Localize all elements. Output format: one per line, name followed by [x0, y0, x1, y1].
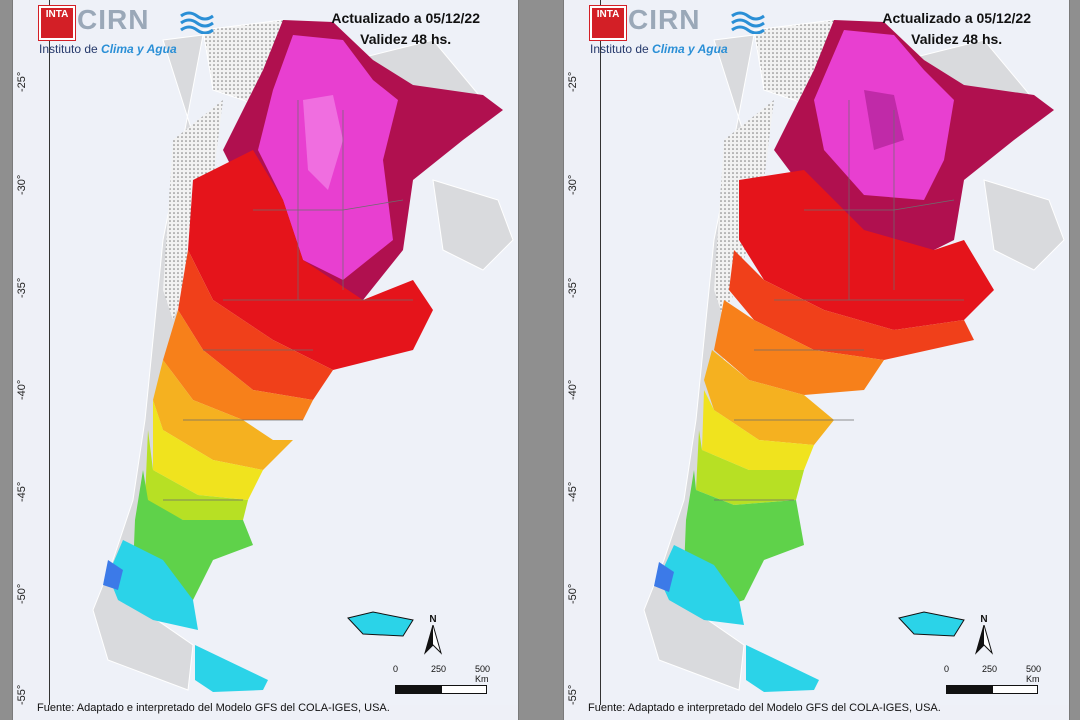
cirn-brand: CIRN: [77, 4, 150, 35]
scale-mid: 250: [982, 664, 998, 674]
validity: Validez 48 hs.: [360, 31, 452, 47]
zone-amber: [704, 350, 834, 445]
zone-yellow-green: [145, 430, 248, 520]
lat-label: -50°: [567, 583, 579, 604]
cirn-logo: INTA CIRN Instituto de Clima y Agua: [590, 4, 770, 58]
zone-cyan: [659, 545, 744, 625]
north-label: N: [980, 614, 988, 625]
water-wave-icon: [731, 11, 765, 34]
cirn-logo: INTA CIRN Instituto de Clima y Agua: [39, 4, 219, 58]
tierra-del-fuego: [746, 645, 819, 692]
scale-end: 500 Km: [475, 664, 491, 684]
zone-blue: [654, 562, 674, 592]
scale-segment-dark: [395, 685, 441, 694]
malvinas: [347, 611, 414, 637]
scale-bar: 0 250 500 Km: [934, 664, 1054, 704]
update-date: Actualizado a 05/12/22: [882, 10, 1031, 26]
zone-orange: [714, 300, 884, 395]
map-panel-right: -25° -30° -35° -40° -45° -50° -55° INTA …: [563, 0, 1070, 720]
cirn-brand: CIRN: [628, 4, 701, 35]
zone-blue: [103, 560, 123, 590]
lat-label: -35°: [16, 277, 28, 298]
scale-bar: 0 250 500 Km: [383, 664, 503, 704]
north-label: N: [429, 614, 437, 625]
lat-label: -45°: [567, 481, 579, 502]
province-borders: [163, 100, 413, 501]
zone-red: [188, 150, 433, 370]
temperature-map: [643, 19, 1065, 692]
zone-pink-core: [303, 95, 343, 190]
map-panel-left: -25° -30° -35° -40° -45° -50° -55° INTA …: [12, 0, 519, 720]
lat-label: -40°: [567, 379, 579, 400]
lat-label: -25°: [567, 71, 579, 92]
zone-orange: [163, 310, 313, 420]
zone-orange-red: [178, 250, 333, 400]
lat-label: -50°: [16, 583, 28, 604]
zone-orange-red: [729, 250, 974, 360]
institute-accent: Clima y Agua: [652, 42, 728, 56]
source-footer: Fuente: Adaptado e interpretado del Mode…: [588, 702, 941, 714]
temperature-map: [92, 19, 514, 692]
update-header: Actualizado a 05/12/22 Validez 48 hs.: [331, 8, 480, 50]
scale-segment-dark: [946, 685, 992, 694]
institute-accent: Clima y Agua: [101, 42, 177, 56]
institute-prefix: Instituto de: [39, 42, 102, 56]
validity: Validez 48 hs.: [911, 31, 1003, 47]
institute-prefix: Instituto de: [590, 42, 653, 56]
lat-label: -25°: [16, 71, 28, 92]
scale-start: 0: [393, 664, 399, 674]
source-footer: Fuente: Adaptado e interpretado del Mode…: [37, 702, 390, 714]
lat-label: -30°: [567, 174, 579, 195]
scale-segment-light: [441, 685, 487, 694]
scale-mid: 250: [431, 664, 447, 674]
water-wave-icon: [180, 11, 214, 34]
lat-label: -45°: [16, 481, 28, 502]
tierra-del-fuego: [195, 645, 268, 692]
province-borders: [714, 100, 964, 501]
update-header: Actualizado a 05/12/22 Validez 48 hs.: [882, 8, 1031, 50]
zone-yellow-green: [696, 430, 804, 505]
uruguay-brazil-land: [432, 179, 514, 271]
uruguay-brazil-land: [983, 179, 1065, 271]
north-arrow-icon: [423, 623, 443, 655]
institute-name: Instituto de Clima y Agua: [39, 42, 177, 56]
lat-label: -55°: [567, 684, 579, 705]
institute-name: Instituto de Clima y Agua: [590, 42, 728, 56]
north-arrow-icon: [974, 623, 994, 655]
scale-segment-light: [992, 685, 1038, 694]
inta-badge: INTA: [590, 6, 626, 40]
panel-divider: [541, 0, 549, 720]
zone-red: [739, 170, 994, 330]
inta-badge: INTA: [39, 6, 75, 40]
lat-label: -30°: [16, 174, 28, 195]
zone-cyan: [108, 540, 198, 630]
lat-label: -40°: [16, 379, 28, 400]
malvinas: [898, 611, 965, 637]
zone-yellow: [702, 390, 814, 470]
scale-start: 0: [944, 664, 950, 674]
scale-end: 500 Km: [1026, 664, 1042, 684]
lat-label: -35°: [567, 277, 579, 298]
lat-label: -55°: [16, 684, 28, 705]
zone-amber: [153, 360, 293, 470]
north-arrow: N: [423, 614, 443, 658]
zone-yellow: [153, 400, 263, 500]
north-arrow: N: [974, 614, 994, 658]
update-date: Actualizado a 05/12/22: [331, 10, 480, 26]
